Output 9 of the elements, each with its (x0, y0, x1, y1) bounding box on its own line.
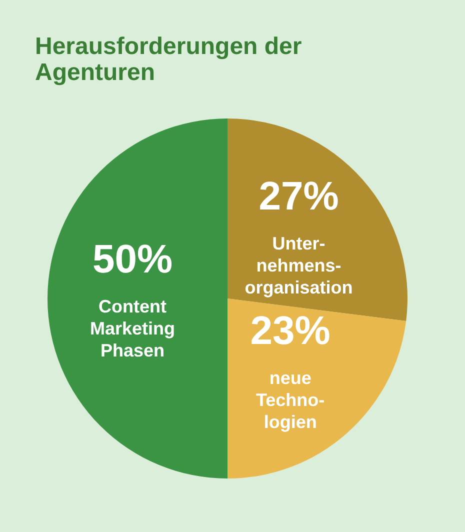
data-label: 23% (250, 308, 330, 353)
pie-slice (48, 118, 228, 478)
pie-slice (228, 298, 406, 478)
data-label: 27% (258, 174, 339, 219)
chart-title: Herausforderungen der Agenturen (35, 33, 302, 86)
slice-label: neue Techno- logien (256, 368, 325, 432)
slice-label: Content Marketing Phasen (90, 296, 176, 360)
data-label: 50% (92, 238, 173, 282)
slice-label: Unter- nehmens- organisation (244, 234, 353, 298)
